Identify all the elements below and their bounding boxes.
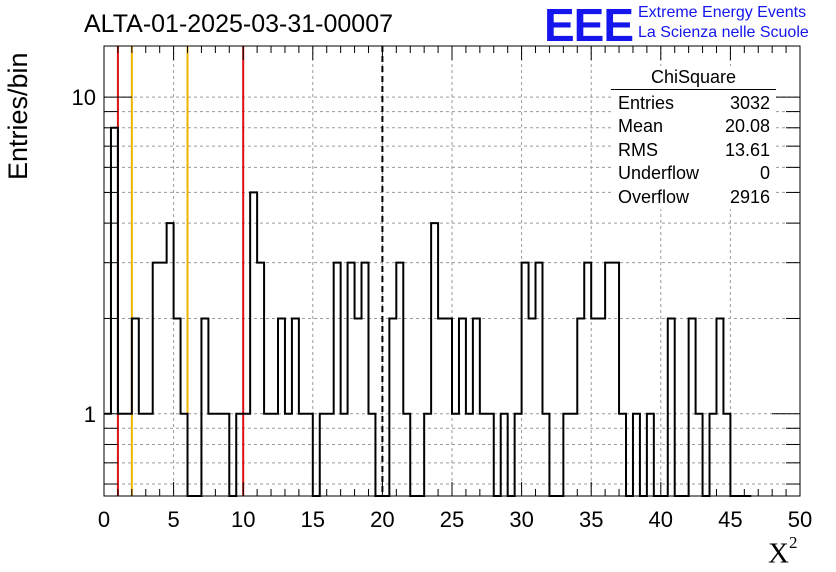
logo-caption-line1: Extreme Energy Events [638,4,807,21]
stats-row: Overflow 2916 [618,186,770,207]
x-tick-label: 20 [370,507,394,532]
stats-row: Mean 20.08 [618,116,770,137]
x-tick-label: 35 [579,507,603,532]
x-tick-label: 40 [649,507,673,532]
y-tick-label: 10 [72,85,96,110]
stats-box-title: ChiSquare [611,66,776,90]
x-tick-label: 5 [167,507,179,532]
x-tick-label: 45 [718,507,742,532]
x-axis-label: X2 [768,533,798,570]
y-tick-label: 1 [84,402,96,427]
chart-title: ALTA-01-2025-03-31-00007 [84,10,393,38]
logo-caption: Extreme Energy Events La Scienza nelle S… [638,3,809,43]
x-tick-label: 10 [231,507,255,532]
stats-box: ChiSquare Entries 3032 Mean 20.08 RMS 13.61… [611,66,776,209]
x-tick-label: 0 [98,507,110,532]
logo-caption-line2: La Scienza nelle Scuole [638,24,809,41]
stats-row: Underflow 0 [618,163,770,184]
x-tick-label: 50 [788,507,812,532]
axis-ticks: 0 5 10 15 20 25 30 35 40 45 50 1 10 [72,46,812,532]
x-axis-label-superscript: 2 [788,533,798,552]
stats-row: Entries 3032 [618,93,770,113]
x-tick-label: 25 [440,507,464,532]
x-tick-label: 15 [301,507,325,532]
x-tick-label: 30 [509,507,533,532]
eee-logo: EEE [544,0,634,51]
stats-row: RMS 13.61 [618,139,770,160]
